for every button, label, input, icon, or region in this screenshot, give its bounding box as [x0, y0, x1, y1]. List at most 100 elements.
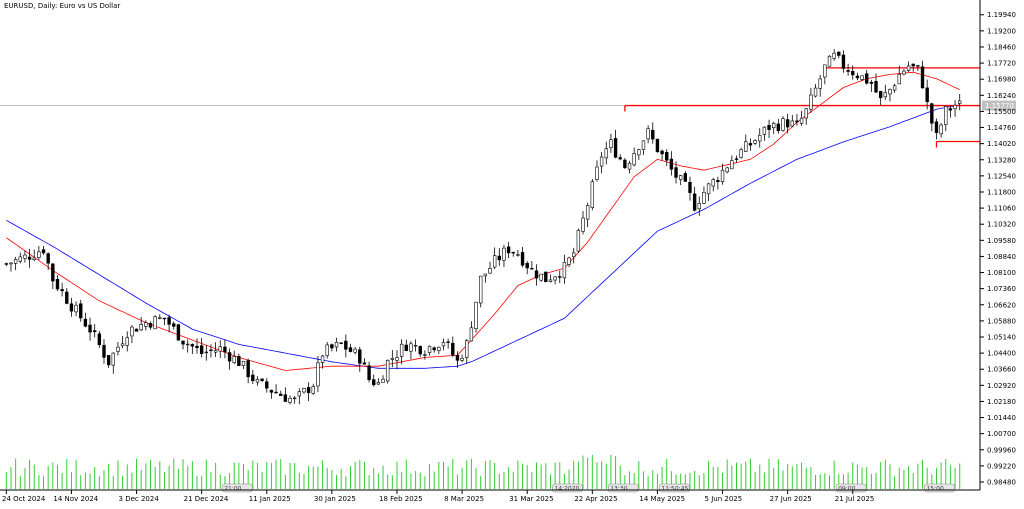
candle-body [716, 180, 720, 183]
candle-body [590, 181, 595, 208]
candle-body [488, 268, 492, 274]
price-tick-label: 0.99960 [987, 446, 1016, 454]
candle-body [353, 348, 357, 353]
candle-body [572, 252, 576, 258]
price-tick-label: 0.98480 [987, 479, 1016, 487]
candle-body [372, 379, 376, 386]
candle-body [576, 230, 581, 252]
candle-body [539, 273, 543, 281]
candle-body [390, 358, 395, 360]
candle-body [655, 138, 660, 153]
candle-body [199, 345, 204, 354]
candle-body [911, 63, 915, 67]
candle-body [799, 117, 804, 124]
time-tick-label: 22 Apr 2025 [574, 495, 617, 503]
current-price-label: 1.15770 [985, 102, 1014, 110]
candle-body [130, 326, 134, 337]
candle-body [9, 262, 13, 265]
candle-body [41, 249, 46, 254]
candle-body [567, 257, 571, 265]
candle-body [702, 192, 706, 204]
candle-body [176, 324, 181, 341]
candle-body [204, 351, 209, 354]
candle-body [437, 346, 441, 351]
candle-body [302, 388, 306, 393]
candle-body [88, 324, 92, 333]
candle-body [544, 271, 548, 283]
price-tick-label: 1.05880 [987, 317, 1016, 325]
candle-body [595, 166, 599, 180]
candle-body [920, 66, 925, 89]
candle-body [902, 70, 906, 75]
volume-tag-label: 15:00 [926, 486, 943, 493]
price-tick-label: 1.07360 [987, 285, 1016, 293]
price-tick-label: 1.13280 [987, 156, 1016, 164]
candle-body [795, 120, 799, 123]
candle-body [497, 255, 501, 261]
candle-body [265, 381, 269, 389]
candle-body [297, 391, 302, 397]
candle-body [218, 346, 222, 352]
candle-body [827, 55, 832, 67]
candle-body [92, 330, 97, 333]
candle-body [627, 162, 632, 170]
volume-tag-label: 09:00 [838, 486, 855, 493]
candle-body [46, 253, 50, 264]
candle-body [348, 347, 353, 352]
candle-body [669, 158, 674, 170]
candle-body [69, 303, 74, 312]
candle-body [785, 119, 790, 128]
price-tick-label: 1.16980 [987, 76, 1016, 84]
candle-body [771, 122, 776, 129]
time-tick-label: 24 Oct 2024 [2, 495, 46, 503]
price-tick-label: 1.03660 [987, 366, 1016, 374]
candle-body [60, 289, 64, 292]
candle-body [451, 342, 455, 356]
candle-body [232, 356, 236, 363]
candle-body [939, 124, 943, 135]
candle-body [125, 337, 129, 346]
price-tick-label: 1.02920 [987, 382, 1016, 390]
candle-body [158, 317, 162, 319]
candle-body [344, 340, 348, 350]
price-tick-label: 1.10320 [987, 221, 1016, 229]
time-tick-label: 21 Dec 2024 [184, 495, 229, 503]
time-tick-label: 8 Mar 2025 [444, 495, 484, 503]
candle-body [776, 123, 781, 131]
candle-body [613, 138, 618, 158]
candle-body [367, 365, 371, 381]
candle-body [618, 157, 622, 160]
candle-body [432, 347, 436, 351]
candle-body [637, 149, 641, 156]
candle-body [399, 343, 404, 357]
candle-body [525, 262, 529, 269]
candle-body [134, 328, 139, 332]
candle-body [139, 324, 143, 331]
candle-body [479, 275, 483, 304]
candle-body [167, 317, 171, 325]
candle-body [646, 128, 650, 140]
candle-body [423, 354, 427, 356]
candle-body [641, 140, 646, 150]
candle-body [404, 344, 408, 351]
candle-body [316, 362, 320, 387]
candle-body [223, 346, 227, 353]
candle-body [906, 65, 911, 71]
candle-body [623, 159, 627, 168]
candle-body [762, 126, 767, 135]
price-tick-label: 1.19940 [987, 11, 1016, 19]
candle-body [413, 345, 418, 347]
candle-body [878, 91, 883, 99]
candle-body [460, 357, 464, 361]
candle-body [748, 143, 753, 146]
candle-body [897, 73, 901, 85]
candle-body [213, 350, 218, 353]
price-tick-label: 1.12540 [987, 172, 1016, 180]
candle-body [562, 262, 567, 279]
price-tick-label: 1.17720 [987, 60, 1016, 68]
candle-body [120, 343, 125, 347]
price-tick-label: 1.16240 [987, 92, 1016, 100]
candle-body [251, 374, 255, 381]
